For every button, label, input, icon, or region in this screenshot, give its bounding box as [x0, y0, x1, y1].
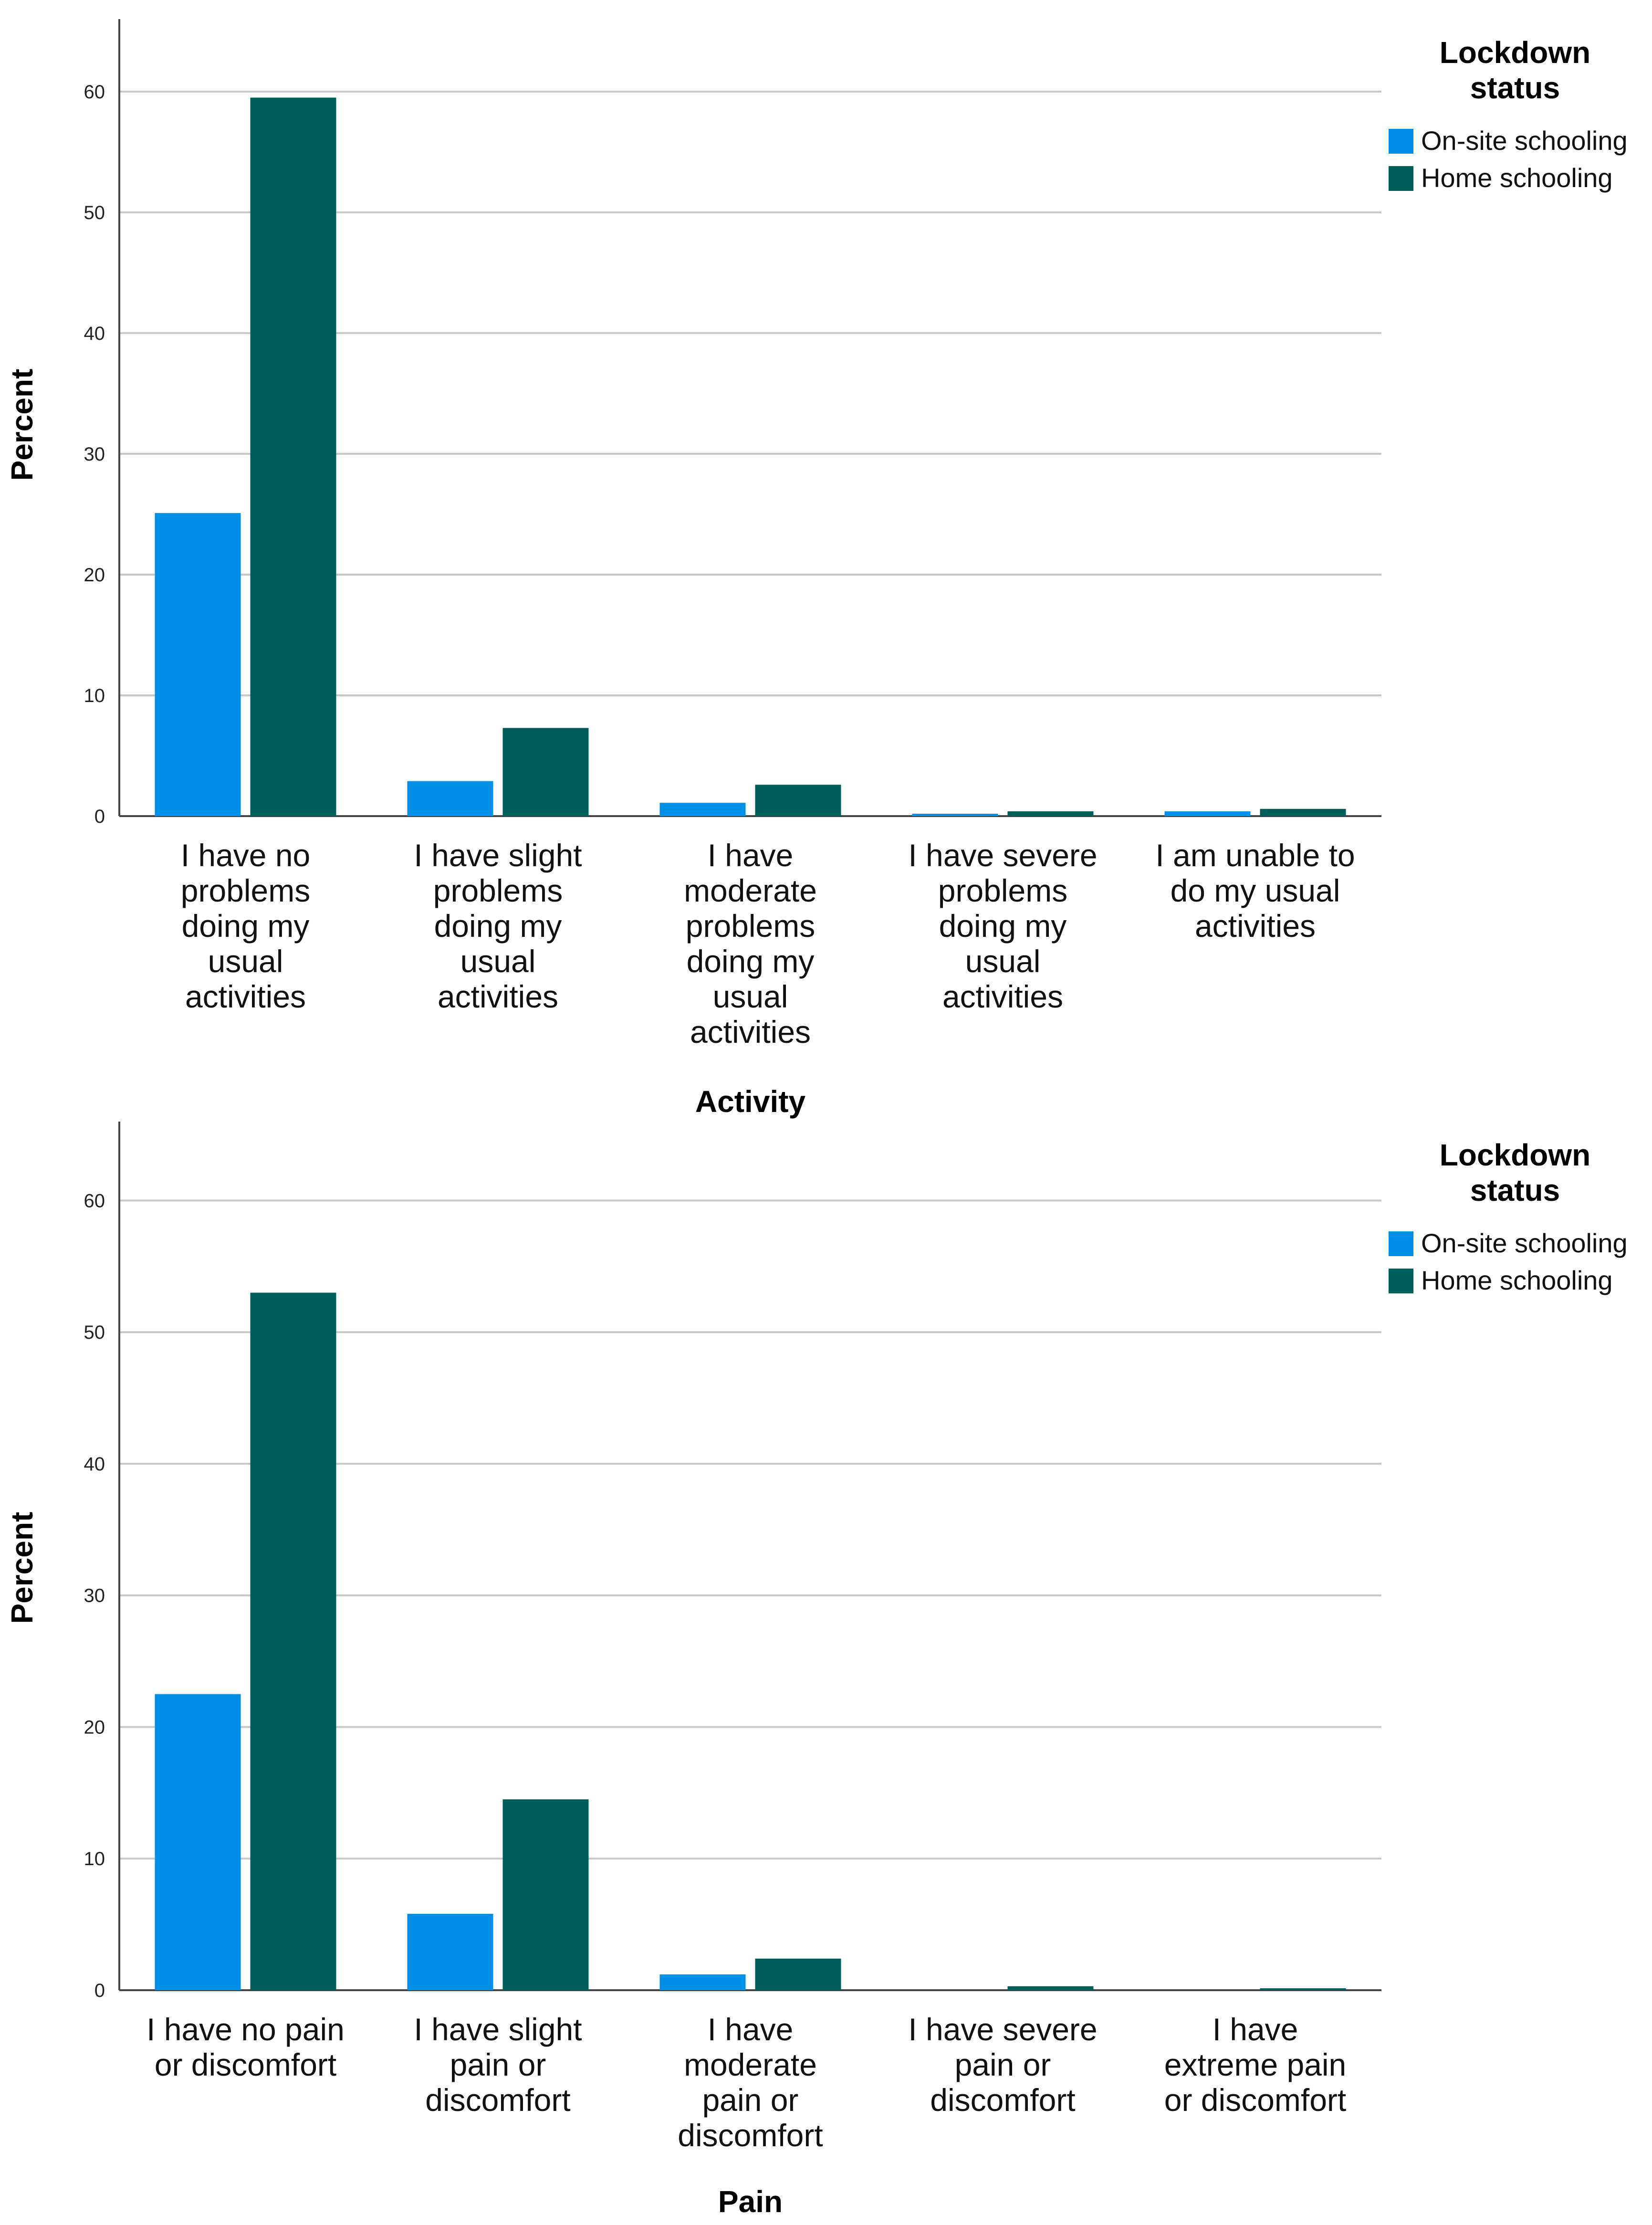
bar-home-cat-5	[1260, 808, 1346, 816]
legend-swatch-on-site	[1389, 1231, 1413, 1256]
x-category-label: I have moderate problems doing my usual activ…	[684, 838, 817, 1050]
bar-on-site-cat-4	[912, 813, 998, 816]
y-tick-label: 50	[84, 202, 105, 223]
legend-title: Lockdown status	[1440, 1138, 1590, 1207]
y-tick-label: 60	[84, 1190, 105, 1211]
legend: Lockdown status On-site schooling Home scho…	[1389, 35, 1628, 193]
y-tick-label: 40	[84, 1454, 105, 1475]
x-category-label: I have severe problems doing my usual activi…	[908, 838, 1097, 1014]
y-tick-label: 30	[84, 444, 105, 465]
legend-swatch-on-site	[1389, 129, 1413, 154]
x-category-label: I have severe pain or discomfort	[908, 2012, 1097, 2118]
y-axis-title: Percent	[5, 369, 39, 481]
bar-home-cat-2	[502, 1799, 589, 1990]
bar-on-site-cat-3	[659, 1974, 746, 1990]
bar-on-site-cat-5	[1164, 811, 1251, 816]
legend-label-home: Home schooling	[1421, 163, 1613, 193]
legend-label-on-site: On-site schooling	[1421, 1228, 1628, 1258]
legend-swatch-home	[1389, 1269, 1413, 1293]
y-tick-label: 0	[94, 806, 105, 827]
y-tick-label: 50	[84, 1322, 105, 1343]
chart-1: 0 10 20 30 40 50 60 I have no problems doing my us…	[5, 19, 1628, 1119]
bar-on-site-cat-1	[155, 1694, 241, 1990]
y-tick-label: 60	[84, 82, 105, 103]
y-tick-label: 20	[84, 1717, 105, 1738]
bar-home-cat-1	[250, 97, 336, 816]
x-category-label: I have no pain or discomfort	[146, 2012, 345, 2082]
legend-title: Lockdown status	[1440, 35, 1590, 105]
legend-label-on-site: On-site schooling	[1421, 126, 1628, 156]
bar-home-cat-4	[1007, 1986, 1094, 1990]
x-axis-title: Activity	[695, 1084, 806, 1119]
bar-on-site-cat-2	[407, 781, 493, 816]
x-category-label: I have slight pain or discomfort	[414, 2012, 582, 2118]
bar-on-site-cat-3	[659, 803, 746, 816]
y-tick-label: 10	[84, 1848, 105, 1869]
y-tick-label: 30	[84, 1585, 105, 1606]
x-axis-title: Pain	[718, 2184, 783, 2219]
bar-home-cat-5	[1260, 1988, 1346, 1990]
bar-home-cat-4	[1007, 811, 1094, 816]
y-axis-title: Percent	[5, 1512, 39, 1624]
bar-home-cat-3	[755, 1958, 841, 1990]
legend: Lockdown status On-site schooling Home scho…	[1389, 1138, 1628, 1295]
legend-swatch-home	[1389, 166, 1413, 191]
x-category-label: I have extreme pain or discomfort	[1164, 2012, 1347, 2118]
chart-2: 0 10 20 30 40 50 60 I have no pain or discomfort…	[5, 1122, 1628, 2219]
bar-home-cat-3	[755, 785, 841, 816]
bar-on-site-cat-2	[407, 1914, 493, 1990]
x-category-label: I am unable to do my usual activities	[1155, 838, 1355, 944]
bar-home-cat-2	[502, 728, 589, 816]
legend-label-home: Home schooling	[1421, 1265, 1613, 1295]
bar-home-cat-1	[250, 1292, 336, 1990]
y-tick-label: 0	[94, 1980, 105, 2001]
x-category-label: I have moderate pain or discomfort	[678, 2012, 823, 2153]
y-tick-label: 40	[84, 323, 105, 344]
y-tick-label: 10	[84, 685, 105, 706]
bar-on-site-cat-1	[155, 513, 241, 816]
x-category-label: I have no problems doing my usual activities	[181, 838, 311, 1014]
y-tick-label: 20	[84, 565, 105, 586]
x-category-label: I have slight problems doing my usual activi…	[414, 838, 582, 1014]
